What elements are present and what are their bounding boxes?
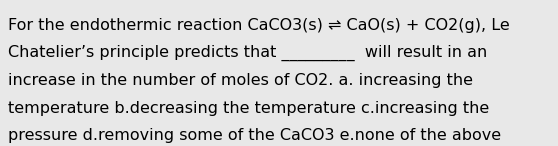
Text: pressure d.removing some of the CaCO3 e.none of the above: pressure d.removing some of the CaCO3 e.… [8,128,502,144]
Text: Chatelier’s principle predicts that _________  will result in an: Chatelier’s principle predicts that ____… [8,45,488,61]
Text: For the endothermic reaction CaCO3(s) ⇌ CaO(s) + CO2(g), Le: For the endothermic reaction CaCO3(s) ⇌ … [8,18,510,33]
Text: temperature b.decreasing the temperature c.increasing the: temperature b.decreasing the temperature… [8,101,489,116]
Text: increase in the number of moles of CO2. a. increasing the: increase in the number of moles of CO2. … [8,73,473,88]
